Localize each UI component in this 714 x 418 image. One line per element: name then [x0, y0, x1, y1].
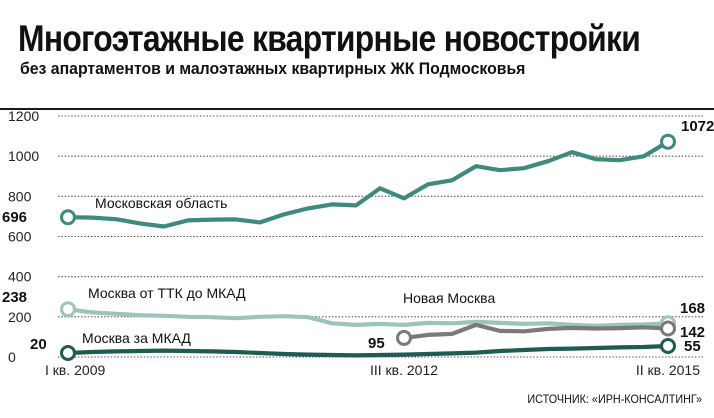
- y-tick-label: 0: [8, 349, 16, 365]
- end-value-label: 55: [684, 338, 701, 355]
- x-tick-label: II кв. 2015: [636, 362, 700, 378]
- grid: [58, 115, 704, 358]
- y-tick-label: 1000: [8, 148, 39, 164]
- series-name-label: Московская область: [95, 195, 227, 211]
- series-line: [65, 343, 671, 358]
- series-line: [65, 139, 671, 229]
- y-tick-label: 1200: [8, 108, 39, 124]
- source-note: ИСТОЧНИК: «ИРН-КОНСАЛТИНГ»: [527, 392, 702, 406]
- y-tick-label: 400: [8, 269, 32, 285]
- series-start-marker: [60, 209, 76, 226]
- series-end-marker: [660, 337, 676, 354]
- series-name-label: Москва от ТТК до МКАД: [88, 285, 246, 301]
- series-start-marker: [60, 344, 76, 361]
- series-name-label: Новая Москва: [403, 290, 495, 306]
- series-name-label: Москва за МКАД: [82, 330, 191, 346]
- chart-subtitle: без апартаментов и малоэтажных квартирны…: [20, 59, 526, 78]
- start-value-label: 238: [2, 289, 27, 306]
- series-start-marker: [396, 329, 412, 346]
- chart-title: Многоэтажные квартирные новостройки: [18, 18, 641, 59]
- end-value-label: 1072: [681, 118, 714, 135]
- series-start-marker: [60, 301, 76, 318]
- series-line: [401, 322, 671, 340]
- series-end-marker: [660, 320, 676, 337]
- x-tick-label: I кв. 2009: [45, 362, 105, 378]
- header-divider: [0, 108, 714, 110]
- y-tick-label: 800: [8, 188, 32, 204]
- start-value-label: 20: [30, 336, 47, 353]
- y-tick-label: 200: [8, 309, 32, 325]
- end-value-label: 168: [680, 300, 705, 317]
- y-tick-label: 600: [8, 229, 32, 245]
- end-value-label: 142: [680, 324, 705, 341]
- series-end-marker: [660, 133, 676, 150]
- start-value-label: 696: [2, 209, 27, 226]
- x-tick-label: III кв. 2012: [370, 362, 438, 378]
- series-line: [65, 307, 671, 328]
- start-value-label: 95: [368, 335, 385, 352]
